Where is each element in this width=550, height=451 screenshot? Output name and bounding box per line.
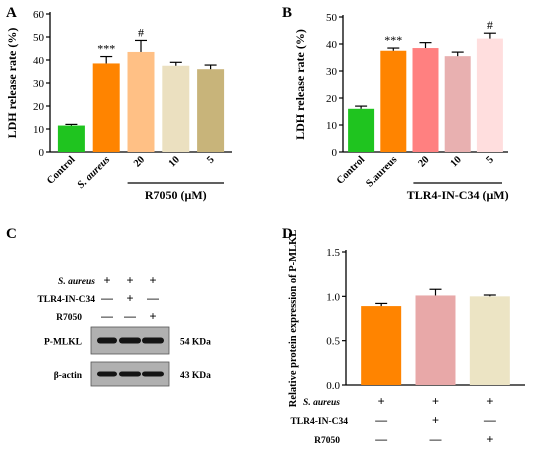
condition-sign: + xyxy=(432,394,439,408)
group-label: TLR4-IN-C34 (μM) xyxy=(407,188,509,202)
blot-band xyxy=(97,337,117,344)
blot-sign: — xyxy=(124,309,136,323)
y-tick-label: 0 xyxy=(332,147,338,159)
y-tick-label: 10 xyxy=(33,124,45,136)
y-tick-label: 1.0 xyxy=(326,291,340,303)
chart-d: 0.0 0.5 1.0 1.5 Relative protein expression … xyxy=(288,230,525,446)
panel-letter-d: D xyxy=(282,226,293,242)
blot-size-label: 54 KDa xyxy=(180,338,211,348)
y-tick-label: 60 xyxy=(33,9,45,21)
y-tick-label: 1.5 xyxy=(326,247,340,259)
panel-letter-b: B xyxy=(282,5,292,21)
y-tick-label: 0 xyxy=(39,147,45,159)
panel-letter-a: A xyxy=(6,5,17,21)
condition-sign: + xyxy=(378,394,385,408)
x-tick-label: 20 xyxy=(132,154,147,169)
condition-label: S. aureus xyxy=(303,398,340,408)
x-tick-label: Control xyxy=(335,154,367,186)
condition-sign: — xyxy=(430,432,442,446)
blot-band xyxy=(119,337,141,344)
x-tick-label: 10 xyxy=(449,154,464,169)
significance-label: # xyxy=(487,18,493,32)
bar xyxy=(476,38,503,152)
chart-b: 0 10 20 30 40 50 LDH release rate (%) Control **… xyxy=(293,12,509,202)
bar xyxy=(127,51,155,153)
y-tick-label: 10 xyxy=(326,120,338,132)
y-axis-label: LDH release rate (%) xyxy=(5,28,19,139)
y-tick-label: 50 xyxy=(33,32,45,44)
blot-protein-label: P-MLKL xyxy=(44,338,82,348)
y-axis-label: Relative protein expression of P-MLKL xyxy=(288,230,299,408)
condition-sign: + xyxy=(486,394,493,408)
blot-band xyxy=(142,337,164,344)
blot-protein-label: β-actin xyxy=(54,371,83,381)
bar xyxy=(162,65,190,152)
bar xyxy=(380,50,407,152)
bar xyxy=(444,56,471,152)
y-tick-label: 50 xyxy=(326,12,338,24)
blot-band xyxy=(119,371,141,377)
x-tick-label: S. aureus xyxy=(76,154,113,191)
condition-label: TLR4-IN-C34 xyxy=(290,417,348,427)
western-blot: S. aureus + + + TLR4-IN-C34 — + — R7050 — — + P-MLKL… xyxy=(37,273,211,387)
y-tick-label: 0.5 xyxy=(326,336,340,348)
blot-condition-label: TLR4-IN-C34 xyxy=(37,295,95,305)
x-tick-label: Control xyxy=(45,154,77,186)
bar xyxy=(197,69,225,152)
group-label: R7050 (μM) xyxy=(145,188,207,202)
condition-sign: + xyxy=(432,413,439,427)
blot-sign: — xyxy=(101,309,113,323)
condition-sign: — xyxy=(375,432,387,446)
blot-sign: — xyxy=(147,291,159,305)
y-tick-label: 40 xyxy=(326,39,338,51)
x-tick-label: 5 xyxy=(485,154,496,165)
blot-condition-label: R7050 xyxy=(56,313,82,323)
blot-sign: — xyxy=(101,291,113,305)
blot-band xyxy=(142,371,164,377)
x-tick-label: 5 xyxy=(205,154,216,165)
x-tick-label: S.aureus xyxy=(364,154,399,189)
x-tick-label: 10 xyxy=(167,154,182,169)
significance-label: *** xyxy=(384,33,402,47)
y-axis-label: LDH release rate (%) xyxy=(293,29,307,140)
bar xyxy=(92,63,120,153)
blot-size-label: 43 KDa xyxy=(180,371,211,381)
condition-sign: + xyxy=(486,432,493,446)
bar xyxy=(57,125,85,152)
y-tick-label: 0.0 xyxy=(326,380,340,392)
significance-label: *** xyxy=(97,42,115,56)
blot-sign: + xyxy=(149,309,156,323)
y-tick-label: 20 xyxy=(326,93,338,105)
bar xyxy=(412,48,439,152)
condition-sign: — xyxy=(375,413,387,427)
significance-label: # xyxy=(138,25,144,39)
blot-condition-label: S. aureus xyxy=(58,277,95,287)
panel-letter-c: C xyxy=(6,226,17,242)
y-tick-label: 20 xyxy=(33,101,45,113)
bar xyxy=(415,295,456,385)
blot-sign: + xyxy=(126,291,133,305)
chart-a: 0 10 20 30 40 50 60 LDH release rate (%) Control… xyxy=(5,9,232,202)
y-tick-label: 30 xyxy=(33,78,45,90)
bar xyxy=(361,306,402,385)
blot-sign: + xyxy=(103,273,110,287)
x-tick-label: 20 xyxy=(416,154,431,169)
blot-sign: + xyxy=(126,273,133,287)
y-tick-label: 30 xyxy=(326,66,338,78)
condition-label: R7050 xyxy=(314,436,340,446)
condition-sign: — xyxy=(484,413,496,427)
y-tick-label: 40 xyxy=(33,55,45,67)
blot-sign: + xyxy=(149,273,156,287)
bar xyxy=(469,296,510,385)
bar xyxy=(348,108,375,152)
blot-band xyxy=(97,371,117,377)
